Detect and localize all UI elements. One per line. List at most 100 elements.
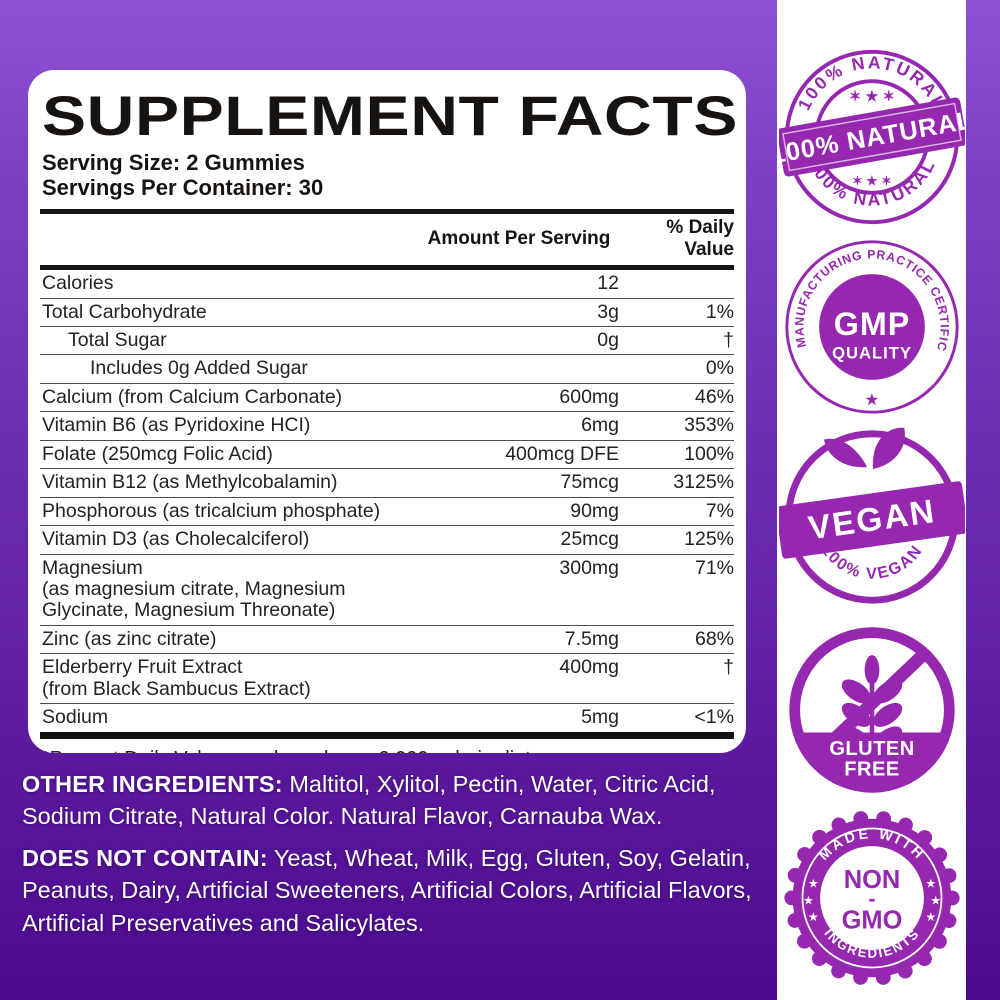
badge-ring [785,240,959,414]
nutrient-dv: 0% [705,357,734,380]
gluten-text: GLUTEN [829,738,914,760]
nutrient-dv: 1% [705,300,734,323]
star-icon: ★ [804,896,813,907]
nutrient-amount: 75mcg [560,471,619,494]
servings-per-container-text: Servings Per Container: 30 [42,175,324,201]
other-ingredients-paragraph: OTHER INGREDIENTS: Maltitol, Xylitol, Pe… [22,768,754,833]
divider-thick [40,209,734,215]
table-row: Vitamin B12 (as Methylcobalamin) 75mcg 3… [40,469,734,498]
stars-icon: ✶ ★ ✶ [852,173,892,188]
table-row: Elderberry Fruit Extract (from Black Sam… [40,654,734,705]
nutrient-amount: 0g [597,329,619,352]
nutrient-name: Zinc (as zinc citrate) [42,627,217,650]
nutrient-dv: † [723,656,734,679]
serving-size-text: Serving Size: 2 Gummies [42,150,305,175]
supplement-facts-title: SUPPLEMENT FACTS [42,84,738,147]
gmp-badge: GOOD MANUFACTURING PRACTICE CERTIFICATIO… [779,234,959,414]
does-not-contain-paragraph: DOES NOT CONTAIN: Yeast, Wheat, Milk, Eg… [22,842,754,939]
nutrient-dv: 353% [684,414,734,437]
other-ingredients-label: OTHER INGREDIENTS: [22,771,283,797]
nutrient-dv: 100% [684,442,734,465]
nutrient-name: Magnesium (as magnesium citrate, Magnesi… [42,556,346,622]
nutrient-amount: 90mg [570,499,619,522]
center-disc [820,846,924,950]
nutrient-amount: 400mcg DFE [505,442,619,465]
leaf-icon [824,427,905,470]
table-row: Total Carbohydrate 3g 1% [40,299,734,328]
vegan-badge: VEGAN 100% VEGAN [779,427,965,604]
scalloped-edge [784,810,960,986]
stars-icon: ✶ ★ ✶ [849,89,895,105]
table-row: Includes 0g Added Sugar 0% [40,355,734,384]
gmo-text: GMO [842,906,903,934]
gmp-quality-text: QUALITY [832,343,912,362]
nutrient-dv: 7% [705,499,734,522]
dash-text: - [868,887,875,911]
star-icon: ★ [809,879,818,890]
inner-white-ring [801,827,943,969]
nutrient-amount: 5mg [581,706,619,729]
table-row: Folate (250mcg Folic Acid) 400mcg DFE 10… [40,441,734,470]
star-icon: ★ [809,913,818,924]
nutrient-name: Total Carbohydrate [42,300,207,323]
star-icon: ★ [931,896,940,907]
daily-value-header: % Daily Value [666,217,734,261]
table-row: Vitamin B6 (as Pyridoxine HCI) 6mg 353% [40,412,734,441]
nutrient-name: Phosphorous (as tricalcium phosphate) [42,499,381,522]
star-icon: ★ [926,879,935,890]
nutrient-name: Folate (250mcg Folic Acid) [42,442,273,465]
free-text: FREE [844,759,899,781]
svg-text:100% VEGAN: 100% VEGAN [818,541,927,583]
vegan-arc-bottom-text: 100% VEGAN [818,541,925,583]
nutrient-dv: <1% [694,706,734,729]
nutrient-amount: 3g [597,300,619,323]
badge-column: 100% NATURAL 100% NATURAL ✶ ★ ✶ ✶ ★ ✶ 10… [777,0,966,1000]
table-row: Magnesium (as magnesium citrate, Magnesi… [40,555,734,626]
nutrient-name: Total Sugar [68,329,167,352]
table-row: Total Sugar 0g † [40,327,734,356]
nutrient-amount: 12 [597,272,619,295]
divider-thick [40,731,734,739]
nutrient-amount: 7.5mg [564,627,619,650]
does-not-contain-text: Yeast, Wheat, Milk, Egg, Gluten, Soy, Ge… [22,845,752,936]
nutrient-name: Vitamin D3 (as Cholecalciferol) [42,528,310,551]
vegan-banner: VEGAN [779,481,965,559]
star-icon: ★ [865,392,879,408]
nutrient-amount: 300mg [559,556,619,579]
nutrient-amount: 6mg [581,414,619,437]
nutrient-dv: † [723,329,734,352]
footnote-daily-values: *Percent Daily Values are based on a 2,0… [42,746,732,753]
nutrient-amount: 25mcg [560,528,619,551]
other-ingredients-text: Maltitol, Xylitol, Pectin, Water, Citric… [22,771,716,830]
nutrient-dv: 71% [694,556,734,579]
supplement-facts-panel: SUPPLEMENT FACTS Serving Size: 2 Gummies… [28,70,746,753]
table-row: Vitamin D3 (as Cholecalciferol) 25mcg 12… [40,526,734,555]
table-header: Amount Per Serving % Daily Value [40,214,734,265]
table-row: Zinc (as zinc citrate) 7.5mg 68% [40,626,734,655]
nutrient-dv: 46% [694,385,734,408]
label-table: Calories 12 Total Carbohydrate 3g 1% Tot… [40,270,734,731]
amount-per-serving-header: Amount Per Serving [427,228,611,250]
nutrient-name: Vitamin B12 (as Methylcobalamin) [42,471,338,494]
table-row: Sodium 5mg <1% [40,704,734,731]
nutrient-name: Calcium (from Calcium Carbonate) [42,385,343,408]
nutrient-name: Elderberry Fruit Extract (from Black Sam… [42,656,311,700]
star-icon: ★ [926,913,935,924]
nutrient-name: Calories [42,272,114,295]
divider-thick [40,265,734,271]
natural-badge: 100% NATURAL 100% NATURAL ✶ ★ ✶ ✶ ★ ✶ 10… [779,49,965,225]
nutrient-dv: 68% [694,627,734,650]
nutrient-amount: 400mg [559,656,619,679]
gmp-text: GMP [834,306,911,342]
gluten-free-badge: GLUTEN FREE [789,627,955,793]
non-gmo-badge: MADE WITH INGREDIENTS ★ ★ ★ ★ ★ ★ NON - … [784,810,960,986]
nutrient-amount: 600mg [559,385,619,408]
nutrient-name: Vitamin B6 (as Pyridoxine HCI) [42,414,311,437]
non-text: NON [844,866,901,894]
footnotes: *Percent Daily Values are based on a 2,0… [40,739,734,753]
nutrient-name: Includes 0g Added Sugar [90,357,308,380]
nutrient-dv: 3125% [673,471,734,494]
table-row: Calories 12 [40,270,734,299]
nutrient-dv: 125% [684,528,734,551]
